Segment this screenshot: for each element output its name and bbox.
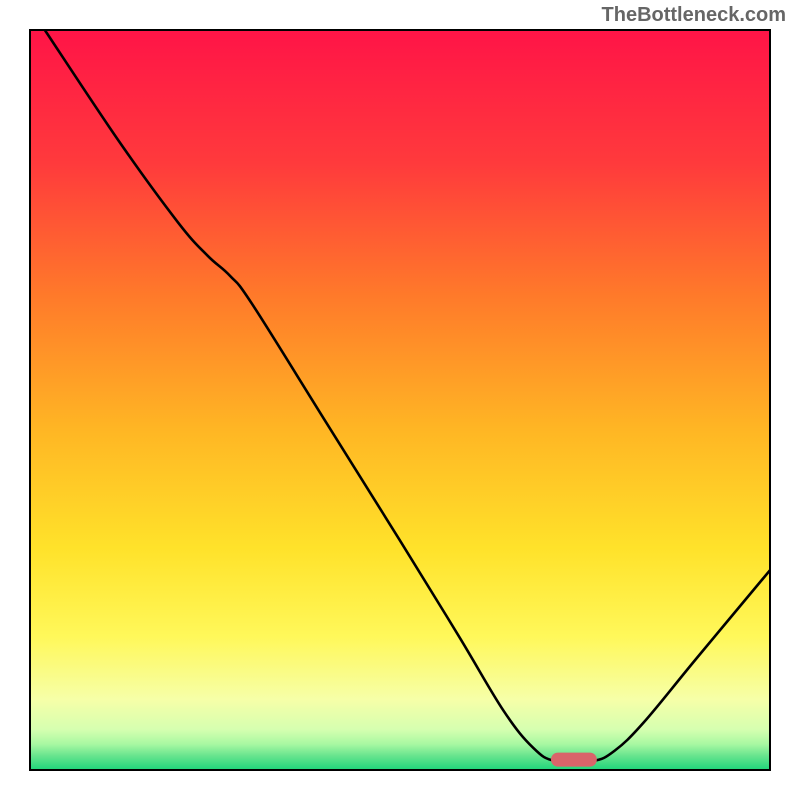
plot-background (30, 30, 770, 770)
chart-container: TheBottleneck.com (0, 0, 800, 800)
source-watermark: TheBottleneck.com (602, 4, 786, 27)
bottleneck-chart (0, 0, 800, 800)
optimal-marker (551, 753, 597, 767)
